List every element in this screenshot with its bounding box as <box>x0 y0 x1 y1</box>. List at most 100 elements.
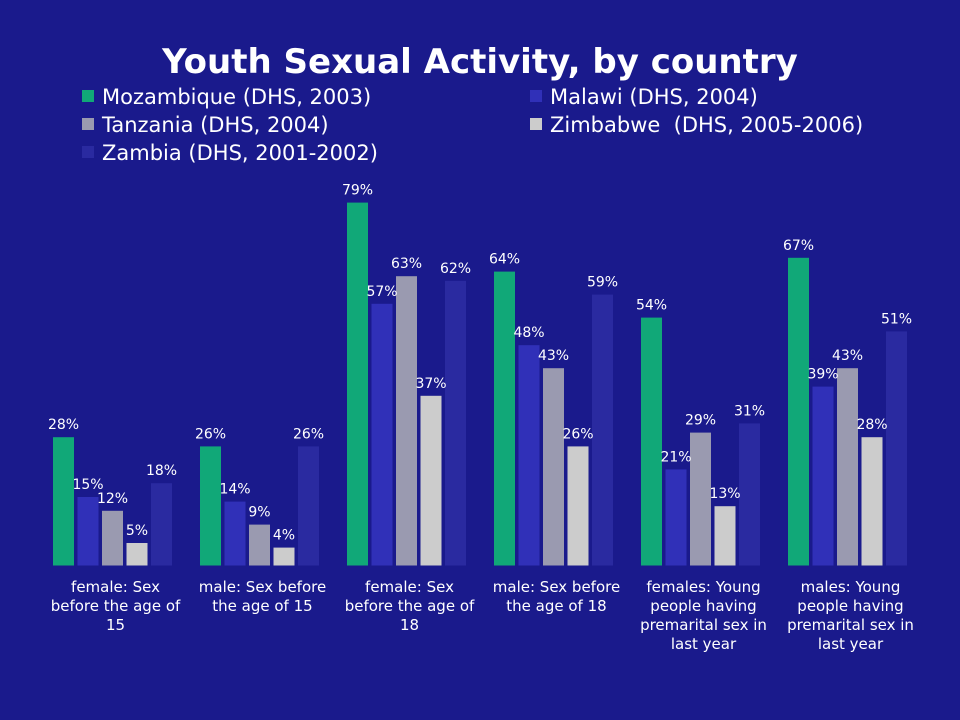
category-label-line: males: Young <box>801 578 901 596</box>
category-label-line: last year <box>818 635 884 653</box>
legend-label: Mozambique (DHS, 2003) <box>102 85 371 109</box>
bar <box>224 501 246 566</box>
bar-value-label: 28% <box>856 417 887 433</box>
category-label-line: people having <box>797 597 903 615</box>
category-label-line: before the age of <box>51 597 181 615</box>
bar <box>518 345 540 566</box>
bar <box>396 276 417 566</box>
category-label: male: Sex before the age of 18 <box>493 578 620 615</box>
bar-value-label: 62% <box>440 261 471 277</box>
bar <box>861 437 883 566</box>
bar <box>812 386 834 566</box>
bar <box>714 506 736 566</box>
bar-value-label: 48% <box>513 325 544 341</box>
bar-value-label: 15% <box>72 477 103 493</box>
bar-value-label: 39% <box>807 367 838 383</box>
bar <box>53 437 74 566</box>
legend-swatch <box>82 90 94 102</box>
bar-value-label: 59% <box>587 275 618 291</box>
bar <box>886 331 907 566</box>
legend-swatch <box>82 118 94 130</box>
bar-value-label: 26% <box>562 426 593 442</box>
bar <box>126 543 148 566</box>
bar <box>641 317 662 566</box>
category-label-line: the age of 15 <box>212 597 312 615</box>
bar-value-label: 5% <box>126 523 148 539</box>
bar <box>494 271 515 566</box>
bar-value-label: 13% <box>709 486 740 502</box>
bar-value-label: 4% <box>273 528 295 544</box>
bar <box>788 257 809 566</box>
bar-value-label: 14% <box>219 482 250 498</box>
legend-swatch <box>82 146 94 158</box>
bar-value-label: 28% <box>48 417 79 433</box>
bar-value-label: 37% <box>415 376 446 392</box>
bar-value-label: 43% <box>832 348 863 364</box>
category-label-line: premarital sex in <box>640 616 767 634</box>
category-label-line: last year <box>671 635 737 653</box>
category-label: female: Sex before the age of 18 <box>345 578 475 634</box>
bar <box>77 497 99 566</box>
category-label-line: premarital sex in <box>787 616 914 634</box>
legend-swatch <box>530 118 542 130</box>
bar-value-label: 43% <box>538 348 569 364</box>
bar <box>200 446 221 566</box>
bar <box>690 432 711 566</box>
category-label-line: 15 <box>106 616 125 634</box>
bar <box>347 202 368 566</box>
bar-value-label: 79% <box>342 183 373 199</box>
bar-value-label: 12% <box>97 491 128 507</box>
bar-value-label: 26% <box>293 426 324 442</box>
bar <box>249 524 270 566</box>
bar-value-label: 29% <box>685 413 716 429</box>
bar <box>273 547 295 566</box>
legend-label: Malawi (DHS, 2004) <box>550 85 758 109</box>
bar-value-label: 51% <box>881 311 912 327</box>
legend: Mozambique (DHS, 2003) Malawi (DHS, 2004)… <box>82 85 863 165</box>
bar-value-label: 63% <box>391 256 422 272</box>
category-label-line: females: Young <box>646 578 760 596</box>
bar-value-label: 54% <box>636 298 667 314</box>
bars <box>53 202 907 566</box>
category-label-line: female: Sex <box>71 578 160 596</box>
bar-value-label: 9% <box>248 505 270 521</box>
category-label-line: male: Sex before <box>493 578 620 596</box>
bar <box>739 423 760 566</box>
legend-swatch <box>530 90 542 102</box>
category-label-line: 18 <box>400 616 419 634</box>
bar <box>543 368 564 566</box>
bar <box>298 446 319 566</box>
bar-value-label: 18% <box>146 463 177 479</box>
value-labels: 28% 15%12% 5% 18% 26% 14% 9%4% 26% 79% 57% 63% 37% 6… <box>48 183 912 544</box>
bar-value-label: 64% <box>489 252 520 268</box>
bar-value-label: 67% <box>783 238 814 254</box>
bar <box>371 303 393 566</box>
bar <box>102 510 123 566</box>
category-label: male: Sex before the age of 15 <box>199 578 326 615</box>
bar <box>665 469 687 566</box>
bar-value-label: 31% <box>734 403 765 419</box>
legend-label: Zambia (DHS, 2001-2002) <box>102 141 378 165</box>
category-label: males: Young people having premarital sex … <box>787 578 914 653</box>
category-label: females: Young people having premarital se… <box>640 578 767 653</box>
bar-value-label: 26% <box>195 426 226 442</box>
bar-value-label: 57% <box>366 284 397 300</box>
category-label-line: before the age of <box>345 597 475 615</box>
category-label-line: people having <box>650 597 756 615</box>
category-label-line: female: Sex <box>365 578 454 596</box>
bar <box>151 483 172 566</box>
chart-title: Youth Sexual Activity, by country <box>162 42 798 82</box>
legend-label: Zimbabwe (DHS, 2005-2006) <box>550 113 863 137</box>
category-label: female: Sex before the age of 15 <box>51 578 181 634</box>
category-label-line: the age of 18 <box>506 597 606 615</box>
bar <box>445 280 466 566</box>
legend-label: Tanzania (DHS, 2004) <box>101 113 329 137</box>
bar <box>567 446 589 566</box>
bar <box>420 395 442 566</box>
bar <box>837 368 858 566</box>
bar-value-label: 21% <box>660 449 691 465</box>
category-label-line: male: Sex before <box>199 578 326 596</box>
bar <box>592 294 613 566</box>
